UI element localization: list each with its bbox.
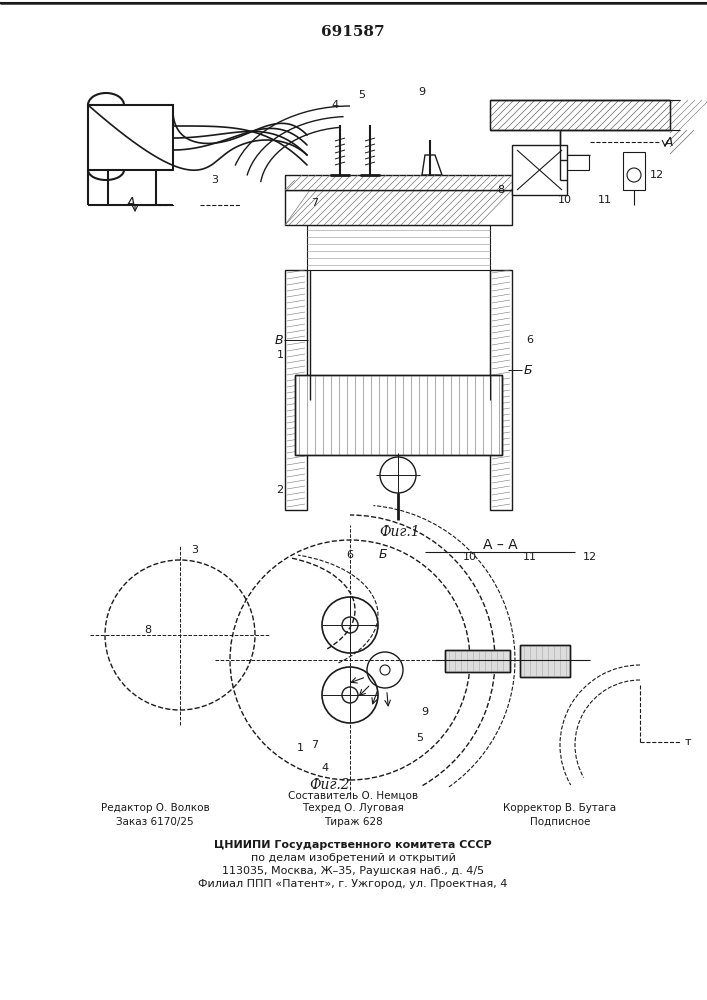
Text: 9: 9 bbox=[421, 707, 428, 717]
Text: 11: 11 bbox=[523, 552, 537, 562]
Text: 113035, Москва, Ж–35, Раушская наб., д. 4/5: 113035, Москва, Ж–35, Раушская наб., д. … bbox=[222, 866, 484, 876]
Text: В: В bbox=[274, 334, 283, 347]
Text: 11: 11 bbox=[598, 195, 612, 205]
Text: 12: 12 bbox=[650, 170, 664, 180]
Circle shape bbox=[380, 665, 390, 675]
Text: 8: 8 bbox=[144, 625, 151, 635]
Text: по делам изобретений и открытий: по делам изобретений и открытий bbox=[250, 853, 455, 863]
Bar bbox=[445, 650, 510, 672]
Text: 6: 6 bbox=[346, 550, 354, 560]
Text: 3: 3 bbox=[192, 545, 199, 555]
Bar bbox=[490, 270, 512, 510]
Bar bbox=[285, 175, 530, 190]
Text: Заказ 6170/25: Заказ 6170/25 bbox=[116, 817, 194, 827]
Text: Корректор В. Бутага: Корректор В. Бутага bbox=[503, 803, 617, 813]
Bar bbox=[490, 100, 670, 130]
Text: 7: 7 bbox=[312, 198, 319, 208]
Text: 1: 1 bbox=[276, 350, 284, 360]
Text: Редактор О. Волков: Редактор О. Волков bbox=[100, 803, 209, 813]
Text: 9: 9 bbox=[419, 87, 426, 97]
Text: 8: 8 bbox=[497, 185, 504, 195]
Text: 4: 4 bbox=[322, 763, 329, 773]
Bar bbox=[490, 100, 670, 130]
Text: А: А bbox=[665, 135, 674, 148]
Text: 5: 5 bbox=[358, 90, 366, 100]
Bar bbox=[520, 645, 570, 677]
Polygon shape bbox=[422, 155, 442, 175]
Text: Б: Б bbox=[379, 548, 387, 562]
Text: 7: 7 bbox=[312, 740, 319, 750]
Text: 10: 10 bbox=[558, 195, 572, 205]
Bar bbox=[88, 105, 173, 170]
Text: 4: 4 bbox=[332, 100, 339, 110]
Bar bbox=[285, 270, 307, 510]
Text: 6: 6 bbox=[527, 335, 534, 345]
Text: Составитель О. Немцов: Составитель О. Немцов bbox=[288, 791, 418, 801]
Text: 12: 12 bbox=[583, 552, 597, 562]
Text: 3: 3 bbox=[211, 175, 218, 185]
Text: 691587: 691587 bbox=[321, 25, 385, 39]
Bar bbox=[520, 645, 570, 677]
Bar bbox=[623, 152, 645, 190]
Circle shape bbox=[342, 617, 358, 633]
Bar bbox=[307, 225, 490, 270]
Bar bbox=[295, 375, 502, 455]
Text: т: т bbox=[685, 737, 691, 747]
Circle shape bbox=[342, 687, 358, 703]
Text: ЦНИИПИ Государственного комитета СССР: ЦНИИПИ Государственного комитета СССР bbox=[214, 840, 492, 850]
Text: 5: 5 bbox=[416, 733, 423, 743]
Text: 1: 1 bbox=[296, 743, 303, 753]
Bar bbox=[295, 375, 502, 455]
Text: Фиг.1: Фиг.1 bbox=[380, 525, 421, 539]
Bar bbox=[285, 190, 512, 225]
Bar bbox=[307, 380, 490, 400]
Bar bbox=[512, 145, 567, 195]
Bar bbox=[559, 155, 589, 170]
Text: А – А: А – А bbox=[483, 538, 518, 552]
Text: Подписное: Подписное bbox=[530, 817, 590, 827]
Bar bbox=[445, 650, 510, 672]
Circle shape bbox=[380, 457, 416, 493]
Text: Техред О. Луговая: Техред О. Луговая bbox=[302, 803, 404, 813]
Text: А: А bbox=[127, 196, 135, 210]
Text: 10: 10 bbox=[463, 552, 477, 562]
Text: Филиал ППП «Патент», г. Ужгород, ул. Проектная, 4: Филиал ППП «Патент», г. Ужгород, ул. Про… bbox=[198, 879, 508, 889]
Text: Б: Б bbox=[524, 363, 532, 376]
Text: Фиг.2: Фиг.2 bbox=[310, 778, 350, 792]
Text: 2: 2 bbox=[276, 485, 284, 495]
Text: Тираж 628: Тираж 628 bbox=[324, 817, 382, 827]
